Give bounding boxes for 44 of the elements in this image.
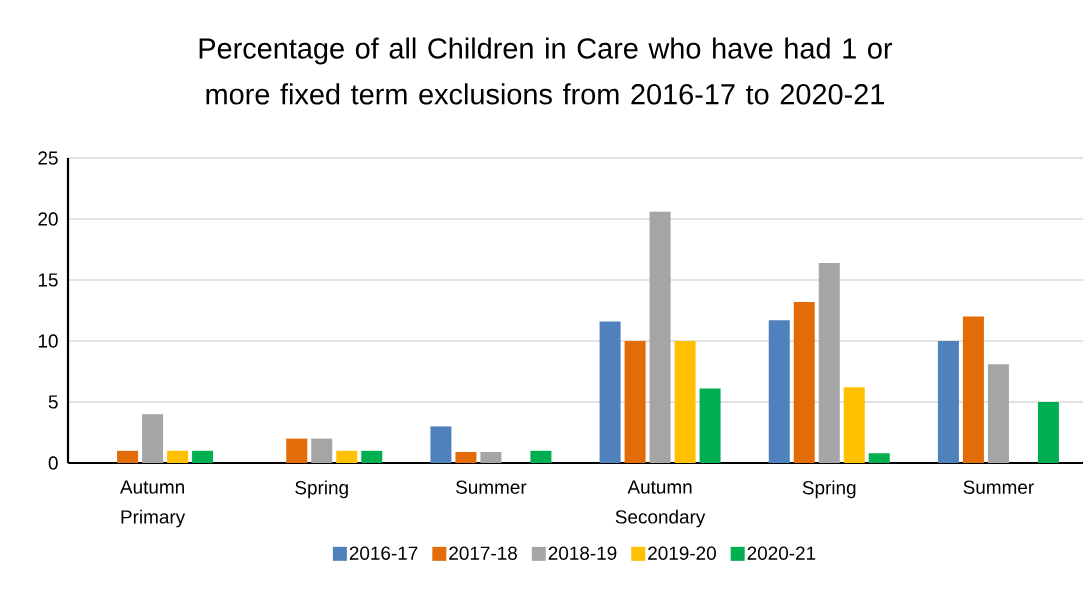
bar [937,341,959,463]
bar [674,341,696,463]
bar [649,211,671,463]
bar [430,426,452,463]
bar [1037,402,1059,463]
bar [699,388,721,463]
bar [624,341,646,463]
bar [793,301,815,463]
bar [987,364,1009,463]
y-tick-label: 25 [38,151,58,165]
bar [142,414,164,463]
bar [117,450,139,463]
legend-label: 2017-18 [449,546,517,560]
chart-title: Percentage of all Children in Care who have had 1 or more fixed term exclusions from 2016-17 to 2020-21 [199,37,893,105]
bar [167,450,189,463]
y-tick-label: 0 [48,456,58,470]
legend-label: 2018-19 [548,546,617,560]
bar [868,453,890,463]
y-tick-label: 5 [48,395,58,409]
bar [480,452,502,463]
x-tick-label: Summer [963,480,1034,494]
bar [455,452,477,463]
x-tick-label: Spring [295,480,348,499]
bar [361,450,383,463]
y-tick-label: 10 [38,334,58,348]
bar [843,387,865,463]
x-tick-label: Autumn Primary [120,480,186,528]
y-tick-label: 20 [38,212,58,226]
bar [336,450,358,463]
legend-label: 2016-17 [349,546,418,560]
bar [818,262,840,463]
bar [599,321,621,463]
legend-label: 2020-21 [747,546,816,560]
y-tick-label: 15 [38,273,58,287]
bar [286,438,308,463]
x-tick-label: Summer [456,480,527,494]
bar [530,450,552,463]
bar [962,316,984,463]
bar [192,450,214,463]
bar [768,320,790,463]
x-tick-label: Autumn Secondary [615,480,706,528]
x-tick-label: Spring [802,480,856,499]
bar [311,438,333,463]
legend-label: 2019-20 [648,546,716,560]
